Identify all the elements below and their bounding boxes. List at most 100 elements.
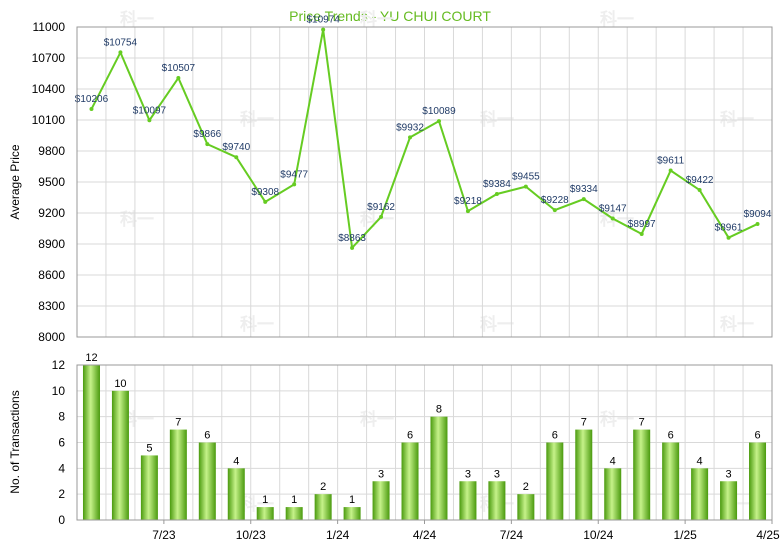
price-point [205, 142, 210, 147]
price-point [639, 231, 644, 236]
watermark-text: 科一 [480, 109, 514, 129]
price-point [263, 199, 268, 204]
transaction-bar-label: 1 [262, 494, 268, 506]
price-data-label: $10097 [133, 105, 167, 116]
transaction-bar-label: 12 [85, 352, 97, 364]
transaction-bar-label: 8 [436, 404, 442, 416]
watermark-text: 科一 [360, 9, 394, 29]
transaction-bar-label: 3 [726, 468, 732, 480]
price-plot-frame [76, 26, 773, 338]
transaction-bar-label: 4 [233, 455, 239, 467]
price-points [89, 27, 760, 250]
price-data-label: $9422 [686, 175, 714, 186]
price-data-label: $9455 [512, 172, 540, 183]
watermark-text: 科一 [720, 109, 754, 129]
watermark-text: 科一 [240, 109, 274, 129]
price-data-label: $10754 [104, 37, 138, 48]
price-point [408, 135, 413, 140]
price-data-label: $9932 [396, 122, 424, 133]
price-data-labels: $10206$10754$10097$10507$9866$9740$9308$… [75, 15, 772, 244]
transaction-bar-label: 6 [407, 430, 413, 442]
price-y-tick: 8000 [38, 330, 65, 344]
price-data-label: $9218 [454, 196, 482, 207]
price-point [89, 107, 94, 112]
transaction-bar [82, 365, 100, 520]
chart-title: Price Trends - YU CHUI COURT [289, 8, 491, 24]
transaction-bars [82, 365, 767, 520]
transaction-bar-label: 3 [465, 468, 471, 480]
transaction-bar [111, 390, 129, 520]
transaction-bar-label: 6 [754, 430, 760, 442]
x-tick-label: 1/24 [326, 528, 350, 542]
price-point [379, 214, 384, 219]
transaction-bar-label: 2 [320, 481, 326, 493]
price-data-label: $9308 [251, 187, 279, 198]
price-y-tick: 11000 [33, 20, 66, 34]
transaction-bar [691, 468, 709, 520]
watermark-text: 科一 [360, 409, 394, 429]
price-point [465, 209, 470, 214]
transaction-bar [459, 481, 477, 520]
price-point [697, 188, 702, 193]
transactions-y-tick: 8 [58, 410, 65, 424]
transaction-bar [633, 429, 651, 520]
transactions-y-tick: 6 [58, 436, 65, 450]
price-data-label: $9162 [367, 202, 395, 213]
transaction-bar-label: 2 [523, 481, 529, 493]
price-data-label: $9611 [657, 156, 685, 167]
transactions-y-tick: 12 [52, 358, 66, 372]
transaction-bar [575, 429, 593, 520]
transactions-y-tick: 2 [58, 487, 65, 501]
transaction-bar-label: 1 [349, 494, 355, 506]
price-y-axis-label: Average Price [8, 144, 22, 219]
transaction-bar [343, 507, 361, 520]
x-tick-label: 7/23 [152, 528, 176, 542]
transaction-bar-label: 7 [175, 417, 181, 429]
transaction-bar [169, 429, 187, 520]
price-data-label: $9740 [222, 142, 250, 153]
transaction-bar [546, 442, 564, 520]
price-point [436, 119, 441, 124]
transaction-bar [227, 468, 245, 520]
watermark-text: 科一 [120, 209, 154, 229]
price-point [552, 208, 557, 213]
x-tick-label: 10/24 [583, 528, 613, 542]
watermark-text: 科一 [600, 209, 634, 229]
watermark-text: 科一 [720, 314, 754, 334]
transaction-bar [430, 416, 448, 520]
price-y-tick: 10100 [32, 113, 66, 127]
price-y-tick: 10400 [32, 82, 66, 96]
x-tick-labels: 7/23 10/23 1/24 4/24 7/24 10/24 1/25 4/25 [152, 520, 780, 542]
price-gridlines [77, 26, 772, 338]
price-y-tick: 8900 [38, 237, 65, 251]
price-data-label: $10507 [162, 63, 196, 74]
price-data-label: $10974 [306, 15, 340, 26]
transaction-bar [720, 481, 738, 520]
transaction-bar [314, 494, 332, 520]
transaction-bar [488, 481, 506, 520]
transaction-bar [372, 481, 390, 520]
price-data-label: $9384 [483, 179, 511, 190]
transaction-bar [604, 468, 622, 520]
transaction-bar [285, 507, 303, 520]
transaction-bar [198, 442, 216, 520]
price-y-tick: 8300 [38, 299, 65, 313]
price-data-label: $8863 [338, 233, 366, 244]
price-point [610, 216, 615, 221]
price-y-tick: 8600 [38, 268, 65, 282]
transaction-bar-label: 6 [552, 430, 558, 442]
transactions-y-tick: 10 [52, 384, 66, 398]
transaction-bar-label: 7 [581, 417, 587, 429]
transaction-bar-label: 10 [114, 378, 126, 390]
watermark-text: 科一 [480, 314, 514, 334]
price-point [755, 221, 760, 226]
x-tick-label: 4/25 [756, 528, 780, 542]
transaction-bar-label: 6 [204, 430, 210, 442]
price-point [581, 197, 586, 202]
price-panel: 8000 8300 8600 8900 9200 9500 9800 10100 10400 10… [8, 15, 773, 344]
price-data-label: $8997 [628, 219, 656, 230]
price-series-line [90, 29, 758, 251]
transactions-y-axis-label: No. of Transactions [8, 390, 22, 493]
